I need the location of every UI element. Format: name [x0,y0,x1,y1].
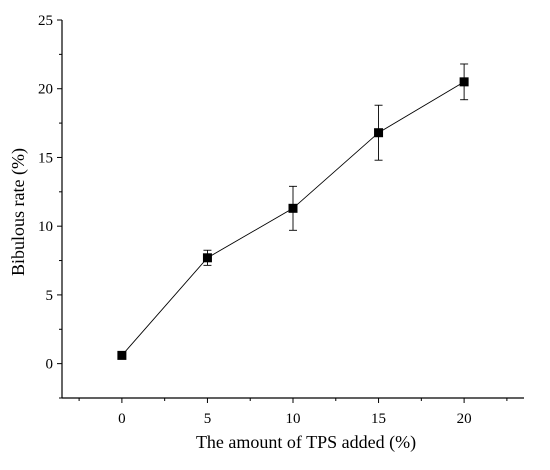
y-tick-label: 5 [46,288,54,304]
data-point [202,253,212,263]
x-tick-label: 15 [371,411,386,427]
y-tick-label: 20 [38,82,53,98]
x-tick-label: 20 [457,411,472,427]
y-tick-label: 0 [46,357,54,373]
y-tick-label: 25 [38,13,53,29]
x-tick-label: 5 [204,411,212,427]
x-tick-label: 10 [286,411,301,427]
data-point [288,203,298,213]
data-point [117,350,127,360]
y-tick-label: 15 [38,150,53,166]
plot-area [117,63,469,360]
data-point [459,77,469,87]
data-point [374,128,384,138]
x-axis-title: The amount of TPS added (%) [196,432,416,453]
axes: 0 5 10 15 20 25 0 5 10 15 20 [38,13,524,427]
x-tick-label: 0 [118,411,126,427]
y-axis-title: Bibulous rate (%) [8,148,29,276]
y-tick-label: 10 [38,219,53,235]
